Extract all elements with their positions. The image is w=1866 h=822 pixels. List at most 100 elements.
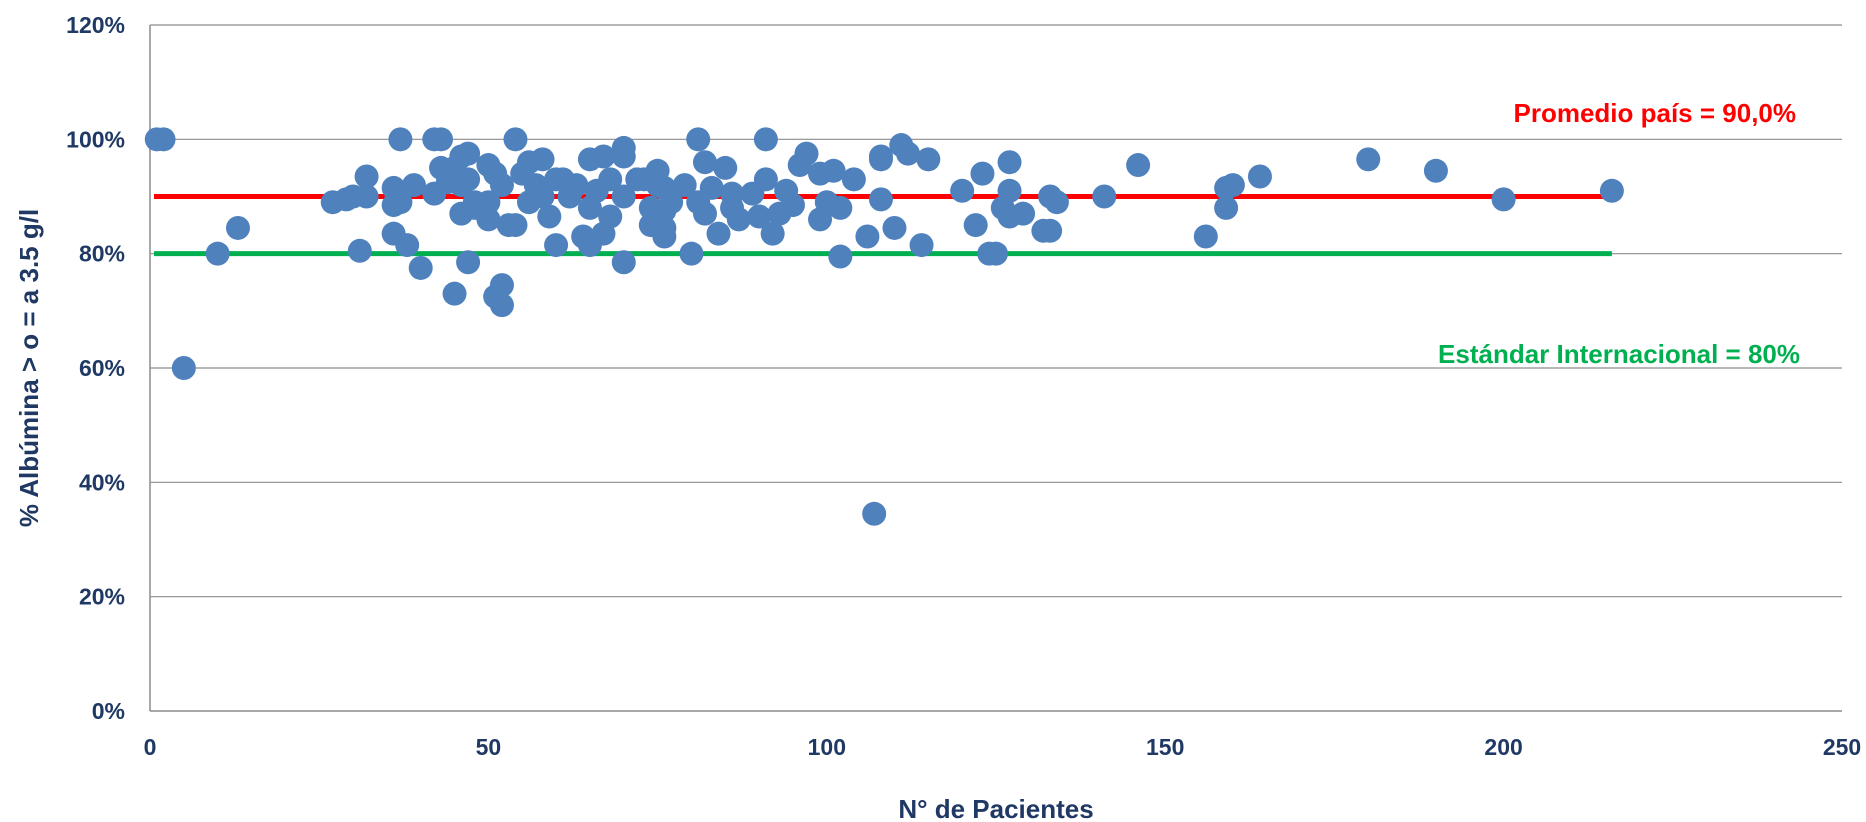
data-point [1092,184,1117,209]
data-point [821,158,846,183]
y-tick-label: 60% [79,355,125,381]
data-point [706,221,731,246]
data-point [841,167,866,192]
data-point [747,204,772,229]
data-point [855,224,880,249]
data-point [442,281,467,306]
data-point [205,241,230,266]
data-point [997,150,1022,175]
data-point [679,241,704,266]
x-tick-label: 250 [1823,734,1861,760]
data-point [354,164,379,189]
reference-labels: Promedio país = 90,0% Estándar Internacio… [1438,98,1800,369]
x-tick-labels: 0 50 100 150 200 250 [144,734,1862,760]
data-point [828,244,853,269]
data-point [544,233,569,258]
x-tick-label: 50 [476,734,502,760]
standard-label: Estándar Internacional = 80% [1438,339,1800,369]
data-point [1220,173,1245,198]
y-tick-label: 120% [66,12,125,38]
data-point [794,141,819,166]
data-point [916,147,941,172]
x-tick-label: 200 [1484,734,1522,760]
y-tick-label: 0% [92,698,125,724]
data-point [408,255,433,280]
data-point [611,144,636,169]
data-point [530,184,555,209]
data-point [429,127,454,152]
data-point [401,173,426,198]
data-point [503,213,528,238]
data-point [456,167,481,192]
data-point [692,201,717,226]
data-point [997,178,1022,203]
data-point [611,184,636,209]
data-point [753,127,778,152]
data-point [909,233,934,258]
data-point [1423,158,1448,183]
data-point [672,173,697,198]
y-tick-label: 100% [66,126,125,152]
y-axis-title: % Albúmina > o = a 3.5 g/l [14,209,44,527]
x-tick-label: 150 [1146,734,1184,760]
data-point [395,233,420,258]
data-point [862,501,887,526]
data-point [896,141,921,166]
x-tick-label: 0 [144,734,157,760]
data-point [780,193,805,218]
data-point [591,144,616,169]
data-point [868,147,893,172]
data-point [530,147,555,172]
data-point [354,184,379,209]
data-point [970,161,995,186]
x-axis-title: N° de Pacientes [898,794,1093,822]
data-point [726,207,751,232]
data-point [537,204,562,229]
data-point [611,250,636,275]
average-label: Promedio país = 90,0% [1513,98,1796,128]
data-point [713,155,738,180]
data-point [686,127,711,152]
data-point [503,127,528,152]
data-point [1356,147,1381,172]
data-point [950,178,975,203]
data-point [564,173,589,198]
data-point [699,175,724,200]
data-point [692,150,717,175]
data-point [151,127,176,152]
data-point [489,293,514,318]
x-tick-label: 100 [808,734,846,760]
data-point [171,356,196,380]
data-point [1011,201,1036,226]
data-point [1126,153,1151,178]
data-point [868,187,893,212]
data-point [489,173,514,198]
data-point [456,250,481,275]
y-tick-label: 20% [79,584,125,610]
data-point [598,167,623,192]
data-point [598,204,623,229]
data-point [1247,164,1272,189]
data-point [1044,190,1069,215]
data-point [1599,178,1624,203]
data-point [456,141,481,166]
y-tick-labels: 0% 20% 40% 60% 80% 100% 120% [66,12,125,724]
data-point [652,224,677,249]
data-point [225,215,250,240]
data-point [760,221,785,246]
data-point [828,195,853,220]
data-point [388,127,413,152]
data-point [1193,224,1218,249]
data-point [347,238,372,263]
y-tick-label: 80% [79,241,125,267]
data-points [144,127,1624,526]
data-point [476,190,501,215]
data-point [489,273,514,298]
data-point [1038,218,1063,243]
data-point [388,190,413,215]
data-point [963,213,988,238]
data-point [476,207,501,232]
data-point [984,241,1008,266]
data-point [882,215,907,240]
